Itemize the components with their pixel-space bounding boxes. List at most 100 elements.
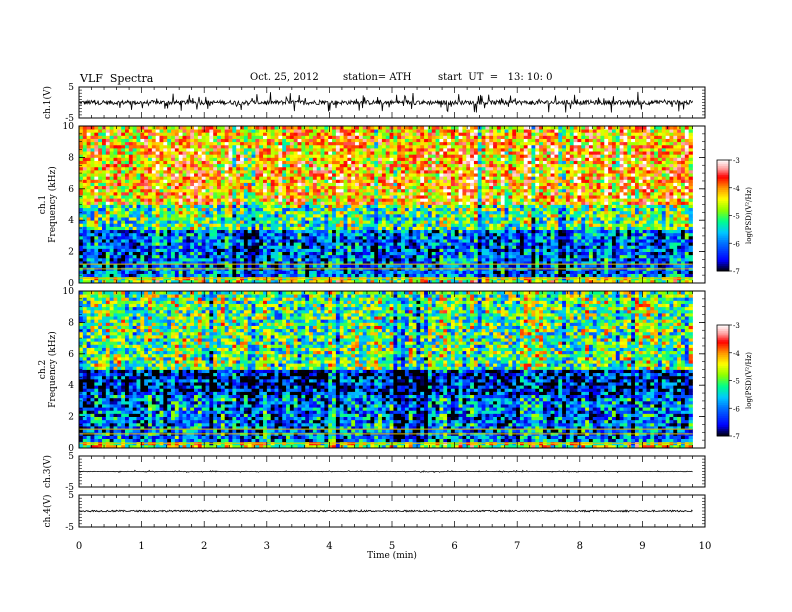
ch1-spectrogram-cell [631,188,636,193]
ch1-spectrogram-cell [217,279,222,284]
ch1-spectrogram-cell [86,220,91,224]
ch1-spectrogram-cell [144,257,149,262]
ch1-spectrogram-cell [90,254,95,259]
ch1-spectrogram-cell [370,201,375,205]
ch1-spectrogram-cell [562,223,567,227]
ch1-spectrogram-cell [259,239,264,243]
ch1-spectrogram-cell [523,223,528,227]
ch1-spectrogram-cell [228,188,233,193]
ch1-spectrogram-cell [615,279,621,284]
ch1-spectrogram-cell [94,210,99,215]
ch1-spectrogram-cell [266,279,272,284]
ch1-spectrogram-cell [504,195,509,199]
ch1-spectrogram-cell [132,201,137,205]
ch1-spectrogram-cell [186,213,191,218]
ch1-spectrogram-cell [332,270,337,274]
ch1-spectrogram-cell [358,245,364,249]
ch1-spectrogram-cell [481,204,486,209]
ch1-spectrogram-cell [167,264,172,268]
ch1-spectrogram-cell [608,217,613,221]
ch1-spectrogram-cell [443,239,448,243]
ch1-spectrogram-cell [113,270,118,274]
ch1-spectrogram-cell [654,226,659,231]
ch1-spectrogram-cell [642,226,647,231]
ch1-spectrogram-cell [397,235,402,240]
ch1-spectrogram-cell [562,204,567,209]
ch1-spectrogram-cell [358,257,364,262]
ch1-spectrogram-cell [286,270,291,274]
ch1-spectrogram-cell [473,195,479,199]
ch1-spectrogram-cell [673,232,678,237]
ch1-spectrogram-cell [677,220,682,224]
ch1-spectrogram-cell [450,264,456,268]
ch1-spectrogram-cell [328,204,333,209]
ch1-spectrogram-cell [546,254,552,259]
ch1-spectrogram-cell [427,195,433,199]
ch1-spectrogram-cell [94,229,99,234]
ch1-spectrogram-cell [447,254,452,259]
ch1-spectrogram-cell [596,195,601,199]
ch1-spectrogram-cell [347,264,352,268]
ch1-spectrogram-cell [439,220,444,224]
ch1-spectrogram-cell [646,235,651,240]
ch1-spectrogram-cell [623,217,628,221]
ch1-spectrogram-cell [316,195,321,199]
ch1-spectrogram-cell [374,235,379,240]
ch1-spectrogram-cell [358,210,364,215]
ch1-spectrogram-cell [259,261,264,265]
ch1-spectrogram-cell [301,220,306,224]
ch1-spectrogram-cell [585,207,590,212]
ch1-spectrogram-cell [90,270,95,274]
ch1-spectrogram-cell [539,220,544,224]
ch1-spectrogram-cell [638,201,644,205]
ch1-spectrogram-cell [565,195,571,199]
ch1-spectrogram-cell [263,188,268,193]
ch1-spectrogram-cell [408,251,413,256]
ch1-spectrogram-cell [82,217,88,221]
ch1-spectrogram-cell [205,226,210,231]
ch1-spectrogram-cell [627,226,632,231]
ch1-spectrogram-cell [454,204,459,209]
ch1-spectrogram-cell [558,188,563,193]
ch1-spectrogram-cell [286,223,291,227]
ch1-spectrogram-cell [646,191,651,196]
ch1-spectrogram-cell [585,279,590,284]
ch1-spectrogram-cell [370,273,375,278]
ch1-spectrogram-cell [585,210,590,215]
ch1-spectrogram-cell [305,195,310,199]
ch1-spectrogram-cell [420,235,425,240]
ch1-spectrogram-cell [627,195,632,199]
ch1-spectrogram-cell [416,264,421,268]
ch1-spectrogram-cell [408,213,413,218]
ch1-spectrogram-cell [186,235,191,240]
ch1-spectrogram-cell [458,207,463,212]
ch1-spectrogram-cell [577,223,582,227]
ch1-spectrogram-cell [351,235,356,240]
ch1-spectrogram-cell [243,270,249,274]
ch1-spectrogram-cell [493,223,498,227]
ch1-spectrogram-cell [619,201,624,205]
ch1-spectrogram-cell [266,213,272,218]
ch1-spectrogram-cell [688,270,693,274]
ch1-spectrogram-cell [431,213,436,218]
ch1-spectrogram-cell [201,257,206,262]
ch1-spectrogram-cell [569,257,575,262]
ch1-spectrogram-cell [677,270,682,274]
ch1-spectrogram-cell [155,242,160,246]
ch1-spectrogram-cell [274,254,279,259]
ch1-spectrogram-cell [186,188,191,193]
ch1-spectrogram-cell [462,213,467,218]
ch1-spectrogram-cell [301,235,306,240]
ch1-spectrogram-cell [324,254,329,259]
ch1-spectrogram-cell [320,257,325,262]
ch1-spectrogram-cell [615,195,621,199]
ch1-spectrogram-cell [366,223,371,227]
ch1-spectrogram-cell [186,261,191,265]
ch1-spectrogram-cell [631,217,636,221]
ch1-spectrogram-cell [420,195,425,199]
ch1-spectrogram-cell [393,220,398,224]
ch1-spectrogram-cell [581,188,586,193]
ch1-spectrogram-cell [608,213,613,218]
ch1-spectrogram-cell [213,245,218,249]
ch1-spectrogram-cell [565,254,571,259]
